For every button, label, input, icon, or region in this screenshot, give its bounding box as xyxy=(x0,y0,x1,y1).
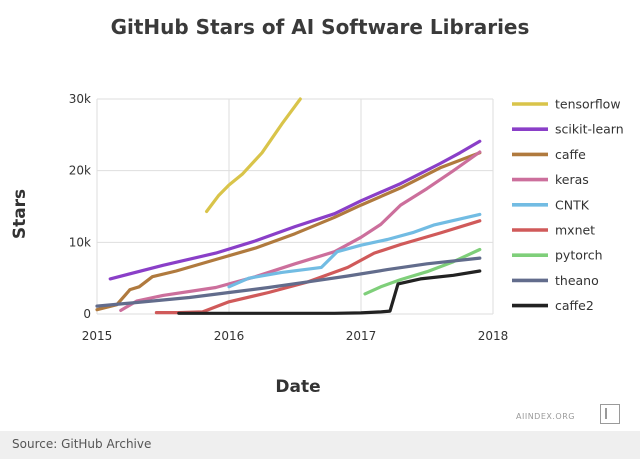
x-tick-label: 2018 xyxy=(478,329,509,343)
legend-label-caffe: caffe xyxy=(555,147,586,162)
series-line-scikit-learn xyxy=(108,139,482,281)
legend-label-cntk: CNTK xyxy=(555,197,590,212)
series-line-caffe2 xyxy=(177,269,482,315)
x-tick-label: 2017 xyxy=(346,329,377,343)
tick-labels: 0 10k 20k 30k 2015 2016 2017 2018 xyxy=(69,92,508,343)
series-line-caffe xyxy=(95,151,482,312)
series-line-keras xyxy=(119,150,482,312)
x-axis-label: Date xyxy=(275,377,320,397)
x-tick-label: 2015 xyxy=(82,329,113,343)
gridlines xyxy=(96,98,494,315)
legend: tensorflow scikit-learn caffe keras CNTK mxne… xyxy=(512,97,624,313)
series-line-theano xyxy=(95,256,482,308)
series-line-cntk xyxy=(227,212,482,289)
series-lines xyxy=(95,97,482,315)
legend-label-theano: theano xyxy=(555,273,599,288)
legend-label-caffe2: caffe2 xyxy=(555,298,594,313)
legend-label-pytorch: pytorch xyxy=(555,248,603,263)
legend-label-keras: keras xyxy=(555,172,589,187)
y-axis-label: Stars xyxy=(10,189,30,239)
y-tick-label: 10k xyxy=(69,235,91,249)
legend-label-scikit-learn: scikit-learn xyxy=(555,122,624,137)
source-text: Source: GitHub Archive xyxy=(12,437,152,451)
x-tick-label: 2016 xyxy=(214,329,245,343)
brand-text: AIINDEX.ORG xyxy=(516,412,575,421)
y-tick-label: 30k xyxy=(69,92,91,106)
y-tick-label: 0 xyxy=(83,307,91,321)
legend-label-mxnet: mxnet xyxy=(555,223,595,238)
y-tick-label: 20k xyxy=(69,164,91,178)
brand-logo-icon xyxy=(600,404,620,424)
chart-title: GitHub Stars of AI Software Libraries xyxy=(111,15,530,39)
legend-label-tensorflow: tensorflow xyxy=(555,97,621,112)
series-line-tensorflow xyxy=(205,97,302,214)
footer-bar xyxy=(0,431,640,459)
